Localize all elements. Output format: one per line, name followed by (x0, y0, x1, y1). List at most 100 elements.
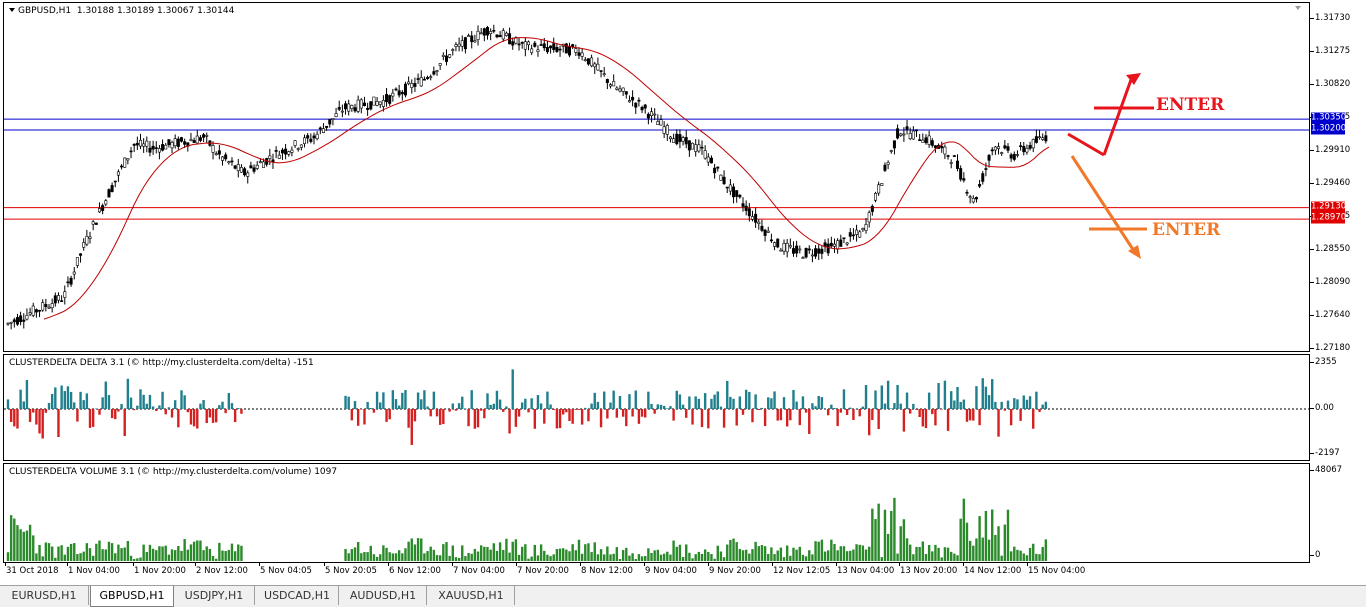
candle-body (713, 167, 717, 174)
volume-bar (1003, 524, 1007, 561)
tab-eurusd[interactable]: EURUSD,H1 (0, 586, 89, 605)
volume-bar (151, 548, 155, 561)
delta-bar (489, 404, 492, 409)
delta-bar (145, 403, 148, 409)
delta-bar (767, 397, 770, 409)
delta-bar (833, 407, 836, 409)
price-chart[interactable] (4, 3, 1309, 351)
candle-body (826, 243, 830, 254)
candle-body (832, 243, 836, 247)
candle-body (164, 144, 168, 150)
price-axis-tick (1310, 51, 1314, 52)
delta-bar (1006, 400, 1010, 409)
volume-bar (915, 546, 918, 561)
delta-bar (631, 409, 634, 417)
volume-bar (508, 552, 511, 561)
delta-bar (593, 392, 596, 409)
volume-bar (644, 556, 647, 561)
price-chart-pane[interactable]: GBPUSD,H1 1.30188 1.30189 1.30067 1.3014… (3, 2, 1310, 352)
volume-bar (558, 548, 562, 561)
volume-bar (877, 503, 880, 561)
time-axis: 31 Oct 2018 1 Nov 04:00 1 Nov 20:00 2 Nov 1… (3, 563, 1310, 581)
chart-corner-arrow-icon[interactable] (1295, 6, 1301, 10)
delta-bar (716, 391, 719, 409)
volume-bar (707, 551, 710, 561)
delta-bar (167, 407, 171, 409)
candle-body (791, 248, 795, 254)
volume-bar (464, 556, 467, 561)
candle-body (596, 63, 600, 71)
candle-body (388, 95, 392, 104)
delta-bar (350, 409, 354, 421)
volume-bar (675, 546, 678, 561)
volume-bar (921, 541, 925, 561)
volume-bar (454, 557, 458, 561)
volume-bar (347, 553, 350, 561)
delta-bar (729, 396, 732, 409)
delta-bar (801, 396, 805, 409)
volume-bar (438, 555, 442, 561)
candle-body (549, 45, 553, 49)
candle-body (665, 125, 669, 135)
candle-body (971, 198, 975, 203)
volume-axis-tick (1310, 470, 1314, 471)
volume-bar (177, 545, 180, 561)
candle-body (195, 135, 199, 144)
delta-bar (347, 396, 350, 409)
candle-body (1041, 137, 1045, 140)
volume-bar (912, 554, 915, 561)
candle-body (369, 101, 373, 110)
chart-menu-icon[interactable] (9, 8, 15, 12)
delta-bar (375, 391, 379, 409)
delta-bar (713, 394, 716, 409)
delta-bar (142, 394, 145, 409)
volume-bar (397, 550, 401, 561)
price-axis-tick (1310, 282, 1314, 283)
delta-bar (233, 409, 237, 423)
candle-body (634, 102, 638, 108)
tab-usdcad[interactable]: USDCAD,H1 (256, 586, 339, 605)
candle-body (873, 193, 877, 201)
tab-audusd[interactable]: AUDUSD,H1 (340, 586, 427, 605)
delta-bar (584, 407, 587, 409)
volume-bar (839, 546, 842, 561)
delta-bar (237, 408, 240, 409)
volume-bar (123, 547, 126, 561)
volume-bar (498, 542, 502, 561)
candle-body (315, 133, 319, 140)
delta-indicator-pane[interactable]: CLUSTERDELTA DELTA 3.1 (© http://my.clus… (3, 354, 1310, 461)
candle-body (842, 237, 846, 240)
enter-down-arrowhead-icon (1128, 245, 1141, 259)
candle-body (63, 291, 67, 298)
volume-indicator-pane[interactable]: CLUSTERDELTA VOLUME 3.1 (© http://my.clu… (3, 463, 1310, 563)
candle-body (987, 154, 991, 161)
candle-body (129, 150, 133, 153)
volume-bar (678, 544, 682, 561)
tab-gbpusd[interactable]: GBPUSD,H1 (90, 586, 174, 607)
candle-body (107, 189, 111, 198)
price-axis-tick (1310, 84, 1314, 85)
candle-body (479, 32, 483, 35)
time-axis-label: 7 Nov 04:00 (453, 566, 505, 576)
candle-body (135, 142, 139, 146)
volume-bar (700, 553, 704, 561)
volume-bar (98, 540, 101, 561)
candle-body (82, 242, 86, 248)
candle-body (214, 153, 218, 155)
volume-bar (1009, 551, 1013, 561)
delta-bar (486, 393, 489, 409)
candle-body (533, 42, 537, 47)
volume-bar (710, 554, 713, 561)
tab-xauusd[interactable]: XAUUSD,H1 (428, 586, 515, 605)
volume-bar (1041, 546, 1044, 561)
delta-bar (473, 409, 477, 429)
delta-bar (678, 394, 682, 409)
tab-usdjpy[interactable]: USDJPY,H1 (174, 586, 255, 605)
candle-body (624, 91, 628, 95)
delta-bar (401, 392, 404, 409)
volume-bar (574, 550, 578, 561)
delta-bar (524, 398, 527, 409)
volume-bar (867, 546, 871, 561)
time-axis-label: 31 Oct 2018 (6, 566, 59, 576)
price-axis[interactable]: 1.317301.312751.308201.303651.299101.294… (1310, 2, 1366, 353)
